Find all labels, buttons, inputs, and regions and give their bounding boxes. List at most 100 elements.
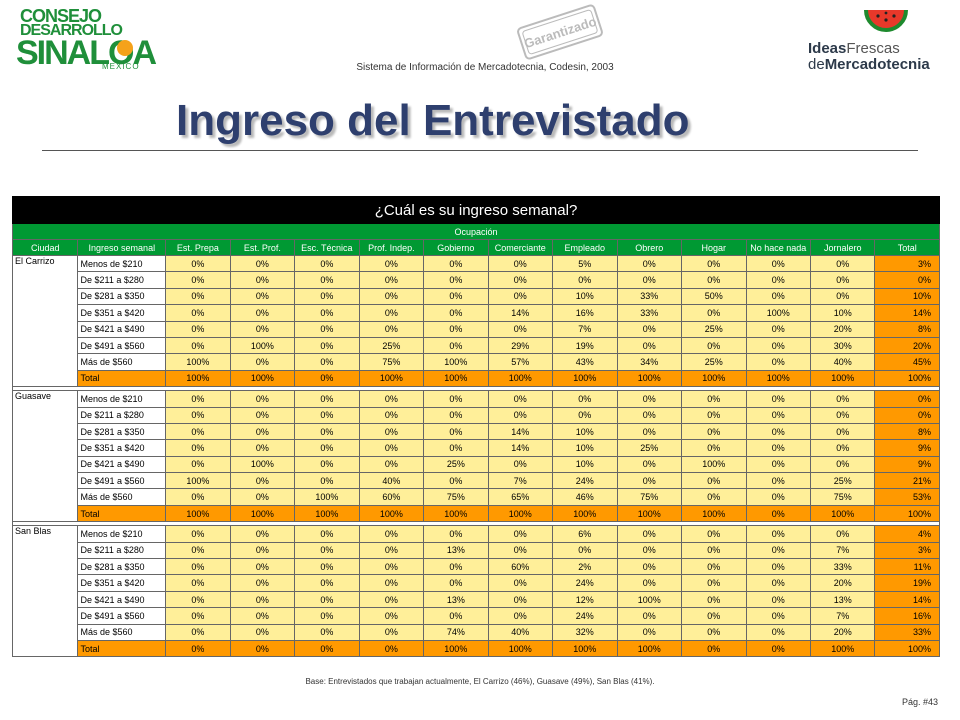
value-cell: 0% — [294, 607, 360, 625]
city-cell: Guasave — [11, 390, 79, 523]
value-cell: 0% — [423, 254, 489, 273]
value-cell: 25% — [681, 353, 747, 371]
value-cell: 0% — [229, 406, 296, 424]
value-cell: 0% — [294, 590, 360, 609]
value-cell: 0% — [809, 390, 876, 408]
value-cell: 0% — [487, 455, 554, 474]
table-row: Más de $560 0% 0% 100% 60% 75% 65% 46% 75% 0% 0% 75… — [13, 488, 940, 506]
value-cell: 0% — [681, 422, 747, 441]
value-cell: 0% — [487, 590, 554, 609]
income-range-cell: De $211 a $280 — [77, 271, 167, 289]
value-cell: 50% — [681, 287, 747, 306]
value-cell: 0% — [358, 623, 425, 641]
value-cell: 0% — [616, 607, 683, 625]
total-value-cell: 100% — [874, 504, 940, 523]
value-cell: 0% — [745, 455, 811, 474]
value-cell: 0% — [229, 439, 296, 457]
income-range-cell: De $491 a $560 — [77, 336, 167, 355]
value-cell: 33% — [616, 304, 683, 322]
col-header-occupation: Hogar — [681, 239, 747, 256]
value-cell: 74% — [423, 623, 489, 641]
value-cell: 0% — [294, 369, 360, 388]
value-cell: 0% — [681, 541, 747, 560]
value-cell: 0% — [616, 320, 683, 338]
value-cell: 75% — [358, 353, 425, 371]
logo-de-word: de — [808, 56, 825, 73]
value-cell: 100% — [165, 369, 231, 388]
value-cell: 13% — [423, 541, 489, 560]
value-cell: 0% — [809, 422, 876, 441]
value-cell: 0% — [487, 271, 554, 289]
value-cell: 65% — [487, 488, 554, 506]
value-cell: 0% — [165, 623, 231, 641]
value-cell: 10% — [552, 455, 618, 474]
income-range-cell: De $351 a $420 — [77, 439, 167, 457]
system-subtitle: Sistema de Información de Mercadotecnia,… — [356, 62, 614, 73]
total-value-cell: 14% — [874, 304, 940, 322]
value-cell: 0% — [745, 472, 811, 490]
value-cell: 0% — [423, 287, 489, 306]
value-cell: 24% — [552, 574, 618, 592]
column-header-row: Ciudad Ingreso semanal Est. Prepa Est. P… — [11, 239, 940, 256]
value-cell: 0% — [681, 525, 747, 543]
table-row: Más de $560 100% 0% 0% 75% 100% 57% 43% 34% 25% 0%… — [13, 353, 940, 371]
value-cell: 0% — [358, 590, 425, 609]
value-cell: 0% — [423, 439, 489, 457]
value-cell: 0% — [745, 607, 811, 625]
value-cell: 75% — [423, 488, 489, 506]
value-cell: 14% — [487, 439, 554, 457]
value-cell: 0% — [229, 422, 296, 441]
value-cell: 0% — [229, 320, 296, 338]
table-row: De $491 a $560 100% 0% 0% 40% 0% 7% 24% 0% 0% 0% 25… — [13, 472, 940, 490]
value-cell: 0% — [358, 406, 425, 424]
title-divider — [42, 150, 918, 151]
value-cell: 0% — [165, 271, 231, 289]
value-cell: 33% — [616, 287, 683, 306]
total-value-cell: 0% — [874, 406, 940, 424]
value-cell: 0% — [165, 541, 231, 560]
value-cell: 0% — [745, 287, 811, 306]
value-cell: 0% — [358, 558, 425, 576]
value-cell: 0% — [423, 336, 489, 355]
table-row: Más de $560 0% 0% 0% 0% 74% 40% 32% 0% 0% 0% 20% 33% — [13, 623, 940, 641]
value-cell: 100% — [229, 455, 296, 474]
total-value-cell: 14% — [874, 590, 940, 609]
income-range-cell: De $211 a $280 — [77, 406, 167, 424]
value-cell: 75% — [809, 488, 876, 506]
value-cell: 0% — [423, 607, 489, 625]
value-cell: 100% — [165, 353, 231, 371]
value-cell: 0% — [229, 607, 296, 625]
income-range-cell: Total — [77, 504, 167, 523]
value-cell: 100% — [229, 504, 296, 523]
value-cell: 0% — [294, 422, 360, 441]
value-cell: 0% — [809, 271, 876, 289]
value-cell: 0% — [616, 541, 683, 560]
value-cell: 0% — [229, 623, 296, 641]
income-range-cell: Más de $560 — [77, 488, 167, 506]
value-cell: 0% — [745, 504, 811, 523]
income-range-cell: De $491 a $560 — [77, 472, 167, 490]
value-cell: 0% — [423, 320, 489, 338]
income-range-cell: De $211 a $280 — [77, 541, 167, 560]
value-cell: 24% — [552, 472, 618, 490]
value-cell: 12% — [552, 590, 618, 609]
value-cell: 0% — [745, 623, 811, 641]
value-cell: 10% — [552, 439, 618, 457]
value-cell: 100% — [809, 639, 876, 658]
value-cell: 20% — [809, 574, 876, 592]
value-cell: 0% — [809, 287, 876, 306]
income-range-cell: De $421 a $490 — [77, 590, 167, 609]
table-row: De $281 a $350 0% 0% 0% 0% 0% 0% 10% 33% 50% 0% 0% 1… — [13, 287, 940, 306]
value-cell: 0% — [165, 439, 231, 457]
table-row: De $351 a $420 0% 0% 0% 0% 0% 0% 24% 0% 0% 0% 20% 19… — [13, 574, 940, 592]
total-row: Total 100% 100% 0% 100% 100% 100% 100% 100% 100% 1… — [13, 369, 940, 388]
value-cell: 0% — [165, 525, 231, 543]
value-cell: 0% — [616, 525, 683, 543]
table-row: De $211 a $280 0% 0% 0% 0% 0% 0% 0% 0% 0% 0% 0% 0% — [13, 271, 940, 289]
value-cell: 100% — [165, 472, 231, 490]
value-cell: 100% — [681, 369, 747, 388]
value-cell: 0% — [165, 406, 231, 424]
total-value-cell: 9% — [874, 455, 940, 474]
value-cell: 25% — [616, 439, 683, 457]
value-cell: 0% — [165, 455, 231, 474]
